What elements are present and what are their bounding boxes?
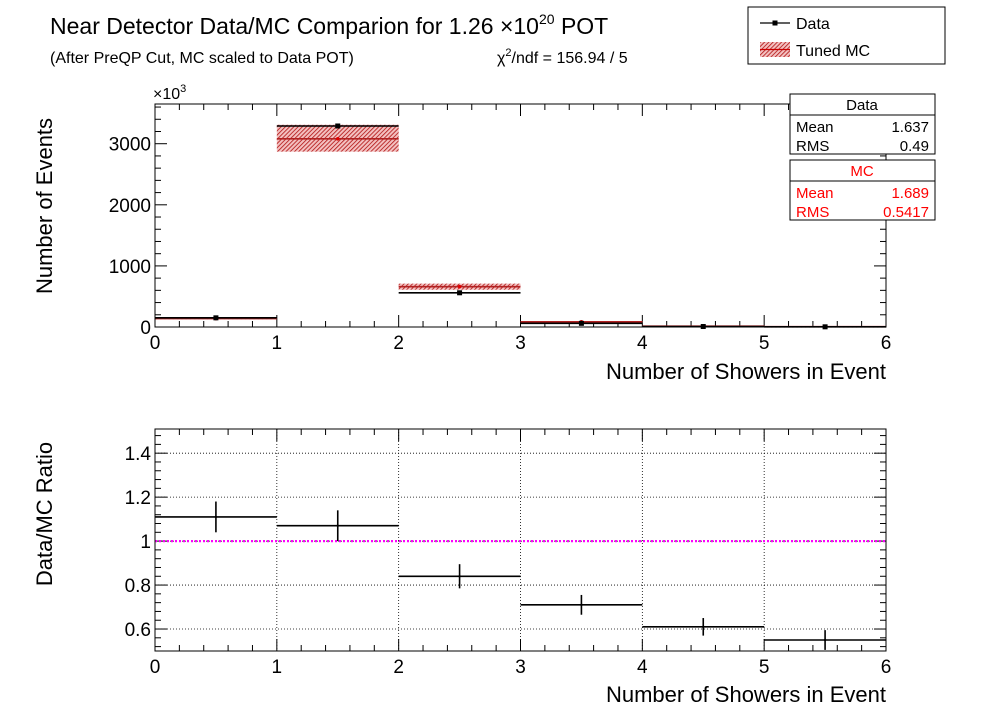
bottom-x-tick-label: 6 <box>881 657 892 678</box>
bottom-x-tick-label: 2 <box>393 657 404 678</box>
legend-mc-label: Tuned MC <box>796 43 870 60</box>
top-y-tick-label: 1000 <box>109 257 151 278</box>
bottom-y-tick-label: 0.8 <box>125 576 151 597</box>
top-x-tick-label: 3 <box>515 333 526 354</box>
top-y-multiplier: ×103 <box>153 83 186 103</box>
bottom-data-mc-marker <box>458 575 461 578</box>
legend-data-marker <box>772 20 778 26</box>
bottom-y-axis-label: Data/MC Ratio <box>32 442 57 586</box>
stats-box-mc: MC Mean 1.689 RMS 0.5417 <box>789 159 936 221</box>
stats-mc-rms-label: RMS <box>796 204 829 221</box>
stats-mc-mean-label: Mean <box>796 185 834 202</box>
bottom-data-mc-marker <box>336 524 339 527</box>
top-data-marker <box>213 315 219 321</box>
bottom-y-tick-label: 1.4 <box>125 444 152 465</box>
top-y-tick-label: 2000 <box>109 196 151 217</box>
top-x-axis-label: Number of Showers in Event <box>606 359 886 384</box>
bottom-data-mc-marker <box>823 638 827 642</box>
stats-mc-title: MC <box>850 163 873 180</box>
top-panel: ×103 Number of Events Number of Showers … <box>32 83 891 384</box>
top-plot-graphics: 0 1 2 3 4 5 6 0 1000 2000 3000 <box>109 104 892 354</box>
bottom-y-tick-label: 1 <box>140 532 151 553</box>
stats-data-mean-label: Mean <box>796 119 834 136</box>
top-tuned-mc-marker <box>457 284 462 289</box>
top-x-tick-label: 2 <box>393 333 404 354</box>
bottom-x-axis-label: Number of Showers in Event <box>606 682 886 707</box>
stats-mc-mean-value: 1.689 <box>891 185 929 202</box>
top-y-axis-label: Number of Events <box>32 118 57 294</box>
bottom-y-tick-label: 0.6 <box>125 620 151 641</box>
bottom-x-tick-label: 1 <box>272 657 283 678</box>
top-x-tick-label: 0 <box>150 333 161 354</box>
top-y-tick-label: 3000 <box>109 135 151 156</box>
top-x-tick-label: 4 <box>637 333 648 354</box>
stats-data-title: Data <box>846 97 878 114</box>
chi2-label: χ2/ndf = 156.94 / 5 <box>497 47 628 67</box>
bottom-x-tick-label: 3 <box>515 657 526 678</box>
top-y-tick-label: 0 <box>140 318 151 339</box>
bottom-frame <box>154 428 887 652</box>
bottom-x-tick-label: 0 <box>150 657 161 678</box>
legend: Data Tuned MC <box>747 6 946 65</box>
bottom-y-tick-label: 1.2 <box>125 488 151 509</box>
bottom-plot-graphics: 0 1 2 3 4 5 6 0.6 0.8 1 1.2 1.4 <box>125 429 892 678</box>
top-data-marker <box>457 290 463 296</box>
stats-mc-frame <box>789 159 936 221</box>
bottom-panel: Data/MC Ratio Number of Showers in Event… <box>32 428 892 707</box>
stats-data-frame <box>789 93 936 155</box>
bottom-data-mc-marker <box>702 625 705 629</box>
stats-box-data: Data Mean 1.637 RMS 0.49 <box>789 93 936 155</box>
legend-data-label: Data <box>796 16 830 33</box>
stats-data-rms-label: RMS <box>796 138 829 155</box>
top-x-tick-label: 6 <box>881 333 892 354</box>
title-exponent: 20 <box>539 11 555 27</box>
title-suffix: POT <box>555 13 609 39</box>
chart-subtitle: (After PreQP Cut, MC scaled to Data POT) <box>50 50 354 67</box>
chart-title: Near Detector Data/MC Comparion for 1.26… <box>50 11 608 39</box>
top-x-tick-label: 1 <box>272 333 283 354</box>
stats-data-rms-value: 0.49 <box>900 138 929 155</box>
bottom-x-tick-label: 4 <box>637 657 648 678</box>
bottom-data-mc-marker <box>214 515 218 519</box>
stats-mc-rms-value: 0.5417 <box>883 204 929 221</box>
top-x-tick-label: 5 <box>759 333 770 354</box>
bottom-data-mc-marker <box>580 603 583 607</box>
top-data-marker <box>578 320 584 326</box>
top-tuned-mc-marker <box>335 137 340 141</box>
stats-data-mean-value: 1.637 <box>891 119 929 136</box>
bottom-x-tick-label: 5 <box>759 657 770 678</box>
top-data-marker <box>335 123 341 129</box>
